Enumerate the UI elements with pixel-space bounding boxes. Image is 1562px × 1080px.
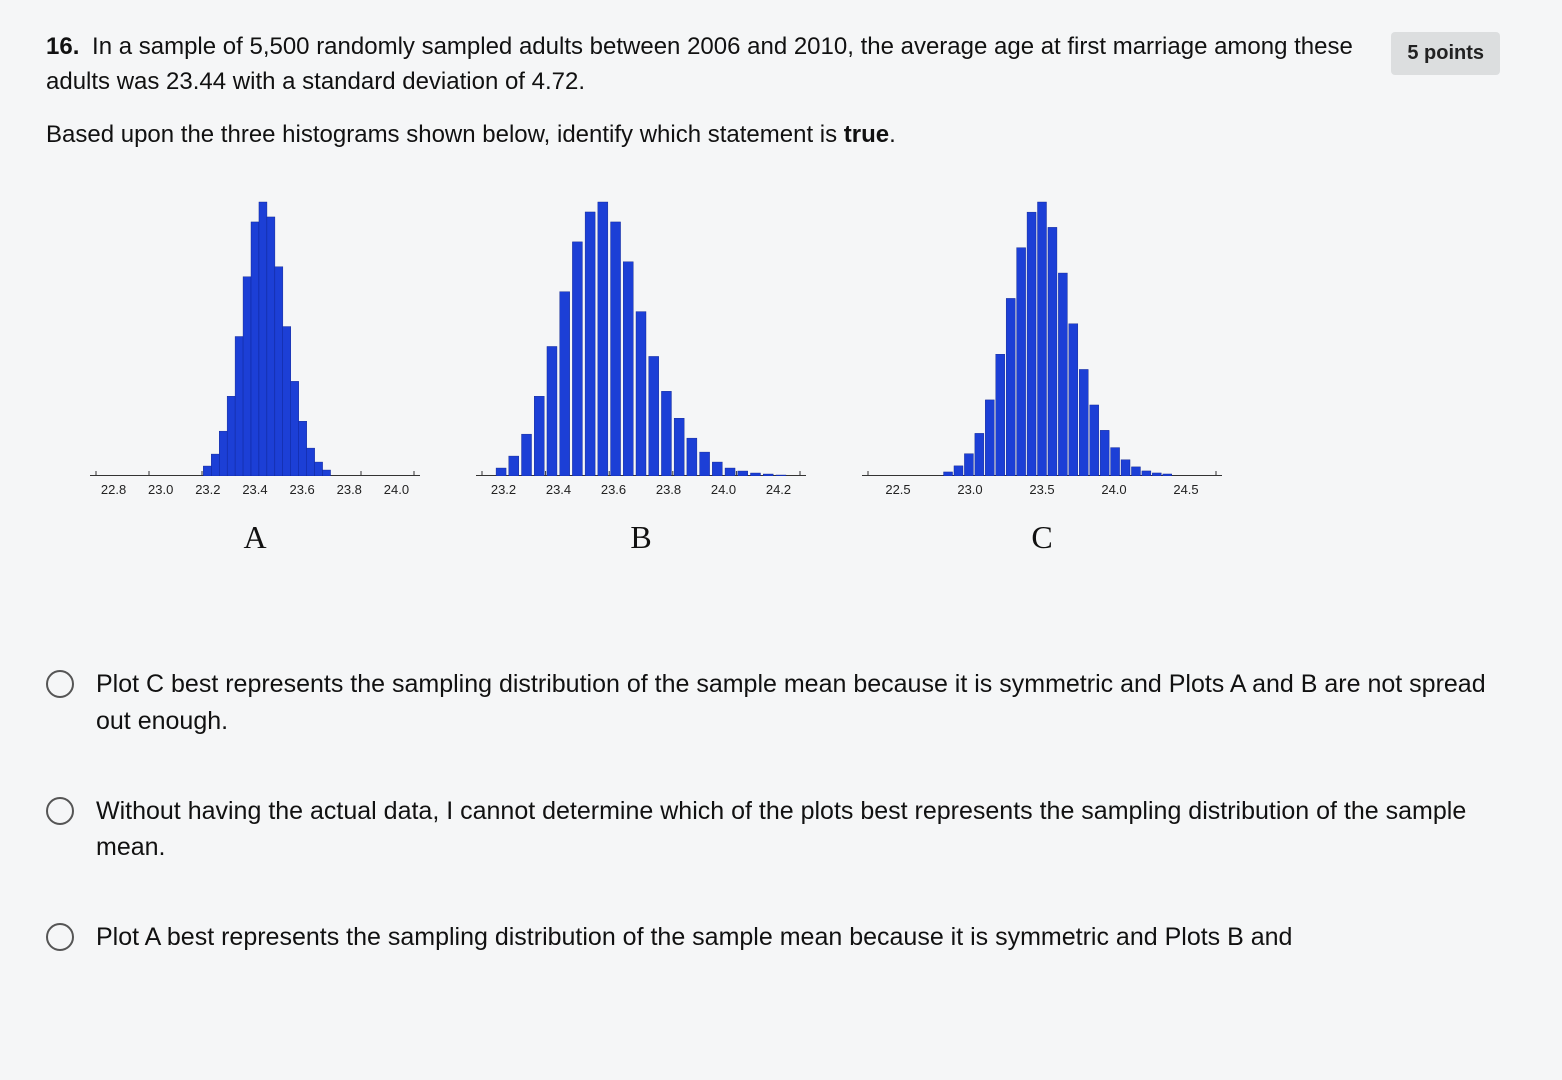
question-text-block: 16. In a sample of 5,500 randomly sample… [46,30,1367,152]
chart-block-c: 22.523.023.524.024.5 C [862,196,1222,556]
axis-tick-label: 24.0 [1078,482,1150,497]
axis-tick-label: 22.8 [90,482,137,497]
question-body: In a sample of 5,500 randomly sampled ad… [46,33,1353,95]
axis-tick-label: 24.2 [751,482,806,497]
radio-icon[interactable] [46,923,74,951]
axis-tick-label: 23.0 [934,482,1006,497]
prompt-suffix: . [889,121,896,148]
histogram-b: 23.223.423.623.824.024.2 [476,196,806,497]
question-prompt: Based upon the three histograms shown be… [46,118,1367,153]
option-text: Plot C best represents the sampling dist… [96,666,1516,739]
option-3[interactable]: Plot A best represents the sampling dist… [46,919,1516,955]
header-row: 16. In a sample of 5,500 randomly sample… [46,30,1516,152]
axis-tick-label: 23.4 [531,482,586,497]
axis-tick-label: 22.5 [862,482,934,497]
axis-tick-label: 23.5 [1006,482,1078,497]
prompt-prefix: Based upon the three histograms shown be… [46,121,844,148]
question-number: 16. [46,33,79,60]
axis-tick-label: 23.4 [231,482,278,497]
axis-tick-label: 23.0 [137,482,184,497]
axis-tick-label: 23.8 [326,482,373,497]
question-page: 16. In a sample of 5,500 randomly sample… [0,0,1562,1080]
radio-icon[interactable] [46,797,74,825]
axis-tick-label: 23.2 [476,482,531,497]
axis-tick-label: 23.2 [184,482,231,497]
answer-options: Plot C best represents the sampling dist… [46,666,1516,955]
chart-block-a: 22.823.023.223.423.623.824.0 A [90,196,420,556]
prompt-bold: true [844,121,889,148]
axis-tick-label: 24.0 [373,482,420,497]
chart-block-b: 23.223.423.623.824.024.2 B [476,196,806,556]
chart-letter-c: C [1031,519,1052,556]
option-1[interactable]: Plot C best represents the sampling dist… [46,666,1516,739]
axis-tick-label: 24.5 [1150,482,1222,497]
option-2[interactable]: Without having the actual data, I cannot… [46,793,1516,866]
chart-letter-b: B [630,519,651,556]
charts-row: 22.823.023.223.423.623.824.0 A 23.223.42… [90,196,1516,556]
points-badge: 5 points [1391,32,1500,75]
axis-tick-label: 24.0 [696,482,751,497]
chart-letter-a: A [243,519,266,556]
axis-tick-label: 23.6 [586,482,641,497]
option-text: Without having the actual data, I cannot… [96,793,1516,866]
option-text: Plot A best represents the sampling dist… [96,919,1292,955]
histogram-a: 22.823.023.223.423.623.824.0 [90,196,420,497]
axis-tick-label: 23.8 [641,482,696,497]
histogram-c: 22.523.023.524.024.5 [862,196,1222,497]
axis-tick-label: 23.6 [279,482,326,497]
radio-icon[interactable] [46,670,74,698]
